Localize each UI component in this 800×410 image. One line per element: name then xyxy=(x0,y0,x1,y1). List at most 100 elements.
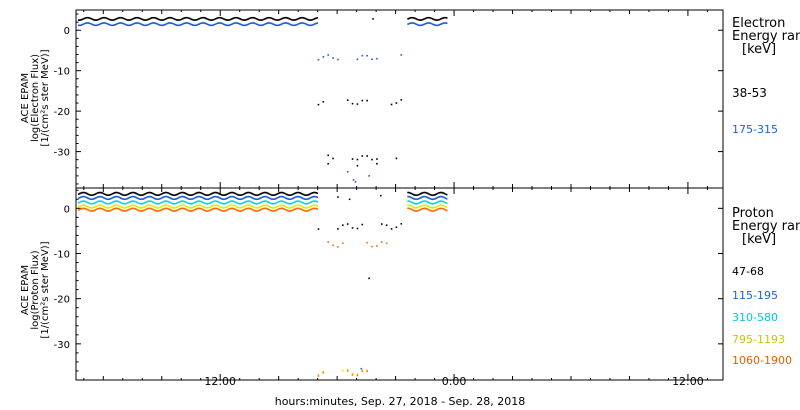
data-point xyxy=(124,202,127,205)
data-point xyxy=(128,19,130,21)
data-point xyxy=(259,24,261,27)
data-point xyxy=(101,17,103,19)
data-point xyxy=(179,192,182,194)
data-point xyxy=(97,18,100,21)
data-point xyxy=(289,18,292,21)
data-point xyxy=(314,200,316,202)
data-point xyxy=(163,204,165,207)
data-point xyxy=(138,202,141,205)
data-point xyxy=(144,201,147,204)
data-point xyxy=(212,207,215,210)
data-point xyxy=(415,18,418,20)
legend-entry-38-53: 38-53 xyxy=(732,86,767,100)
data-point xyxy=(228,208,231,210)
data-point xyxy=(289,210,292,212)
data-point xyxy=(164,207,167,210)
data-point xyxy=(252,205,254,208)
data-point xyxy=(117,22,120,25)
legend-entry-47-68: 47-68 xyxy=(732,265,764,278)
data-point xyxy=(210,209,212,211)
data-point xyxy=(217,200,219,203)
data-point xyxy=(130,196,133,198)
data-point xyxy=(107,210,109,212)
data-point xyxy=(98,195,101,198)
data-point xyxy=(390,103,393,106)
data-point xyxy=(301,208,303,211)
data-point xyxy=(270,22,273,25)
series-1060-1900 xyxy=(77,207,448,377)
data-point xyxy=(409,17,412,19)
data-point xyxy=(145,24,148,27)
data-point xyxy=(171,209,174,212)
data-point xyxy=(88,202,91,205)
data-point xyxy=(266,192,268,194)
data-point xyxy=(215,17,218,20)
data-point xyxy=(352,179,355,181)
data-point xyxy=(277,208,280,210)
data-point xyxy=(303,194,306,196)
data-point xyxy=(149,195,151,198)
data-point xyxy=(316,205,319,207)
data-point xyxy=(138,209,141,212)
data-point xyxy=(415,210,418,212)
data-point xyxy=(273,194,275,196)
data-point xyxy=(440,207,442,210)
data-point xyxy=(182,23,184,25)
data-point xyxy=(315,191,317,194)
data-point xyxy=(416,202,419,205)
data-point xyxy=(265,207,267,210)
data-point xyxy=(174,202,177,205)
data-point xyxy=(222,23,225,25)
data-point xyxy=(142,209,144,212)
data-point xyxy=(129,208,131,210)
data-point xyxy=(291,24,294,27)
data-point xyxy=(431,210,434,212)
data-point xyxy=(219,197,222,200)
data-point xyxy=(219,16,222,19)
data-point xyxy=(247,204,250,206)
data-point xyxy=(304,198,307,201)
data-point xyxy=(224,194,226,196)
data-point xyxy=(194,208,197,211)
data-point xyxy=(185,197,188,199)
data-point xyxy=(267,196,269,199)
x-tick-label: 12:00 xyxy=(672,375,704,388)
data-point xyxy=(134,192,136,194)
data-point xyxy=(120,205,122,208)
data-point xyxy=(94,19,96,21)
data-point xyxy=(309,19,312,21)
data-point xyxy=(115,207,117,210)
data-point xyxy=(135,201,137,203)
data-point xyxy=(361,370,364,373)
data-point xyxy=(176,197,178,200)
data-point xyxy=(82,200,85,202)
data-point xyxy=(310,205,313,207)
series-310-580 xyxy=(77,200,448,205)
data-point xyxy=(77,193,80,195)
data-point xyxy=(159,197,162,200)
data-point xyxy=(252,201,254,204)
data-point xyxy=(134,204,136,207)
data-point xyxy=(280,204,282,206)
data-point xyxy=(183,204,185,207)
data-point xyxy=(156,23,158,25)
data-point xyxy=(296,207,299,210)
data-point xyxy=(235,209,238,211)
data-point xyxy=(307,209,309,212)
data-point xyxy=(130,24,133,26)
data-point xyxy=(293,197,295,199)
data-point xyxy=(118,205,121,207)
data-point xyxy=(262,207,265,210)
data-point xyxy=(303,202,306,205)
data-point xyxy=(198,191,200,194)
data-point xyxy=(106,194,108,196)
data-point xyxy=(141,210,143,212)
data-point xyxy=(260,192,262,195)
data-point xyxy=(173,18,176,20)
data-point xyxy=(422,191,425,194)
data-point xyxy=(136,197,139,199)
data-point xyxy=(158,202,161,205)
data-point xyxy=(125,198,128,200)
data-point xyxy=(115,195,117,198)
